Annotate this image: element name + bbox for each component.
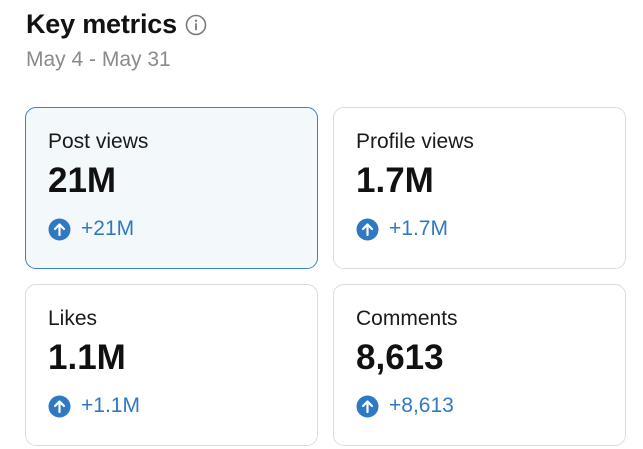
arrow-up-circle-icon bbox=[48, 218, 71, 241]
metric-change: +1.1M bbox=[48, 393, 317, 419]
metric-label: Comments bbox=[356, 307, 458, 330]
metric-change-value: +21M bbox=[81, 217, 135, 240]
metric-change: +21M bbox=[48, 216, 317, 242]
page-title: Key metrics bbox=[26, 8, 177, 39]
metric-value: 1.7M bbox=[356, 161, 434, 200]
metric-change-value: +1.1M bbox=[81, 394, 140, 417]
metric-card-comments[interactable]: Comments 8,613 +8,613 bbox=[333, 284, 626, 446]
metric-value: 8,613 bbox=[356, 338, 444, 377]
arrow-up-circle-icon bbox=[48, 395, 71, 418]
metric-change: +8,613 bbox=[356, 393, 625, 419]
metric-label: Profile views bbox=[356, 130, 474, 153]
metric-card-post-views[interactable]: Post views 21M +21M bbox=[25, 107, 318, 269]
metric-change-value: +1.7M bbox=[389, 217, 448, 240]
info-icon[interactable] bbox=[185, 14, 207, 36]
metrics-grid: Post views 21M +21M Profile views 1.7M +… bbox=[25, 107, 626, 446]
metric-change: +1.7M bbox=[356, 216, 625, 242]
arrow-up-circle-icon bbox=[356, 395, 379, 418]
arrow-up-circle-icon bbox=[356, 218, 379, 241]
metric-label: Post views bbox=[48, 130, 149, 153]
metric-value: 21M bbox=[48, 161, 117, 200]
metric-value: 1.1M bbox=[48, 338, 126, 377]
metric-label: Likes bbox=[48, 307, 98, 330]
date-range: May 4 - May 31 bbox=[26, 48, 171, 71]
key-metrics-header: Key metrics May 4 - May 31 bbox=[26, 6, 207, 72]
title-row: Key metrics bbox=[26, 6, 207, 42]
metric-card-likes[interactable]: Likes 1.1M +1.1M bbox=[25, 284, 318, 446]
metric-change-value: +8,613 bbox=[389, 394, 454, 417]
metric-card-profile-views[interactable]: Profile views 1.7M +1.7M bbox=[333, 107, 626, 269]
